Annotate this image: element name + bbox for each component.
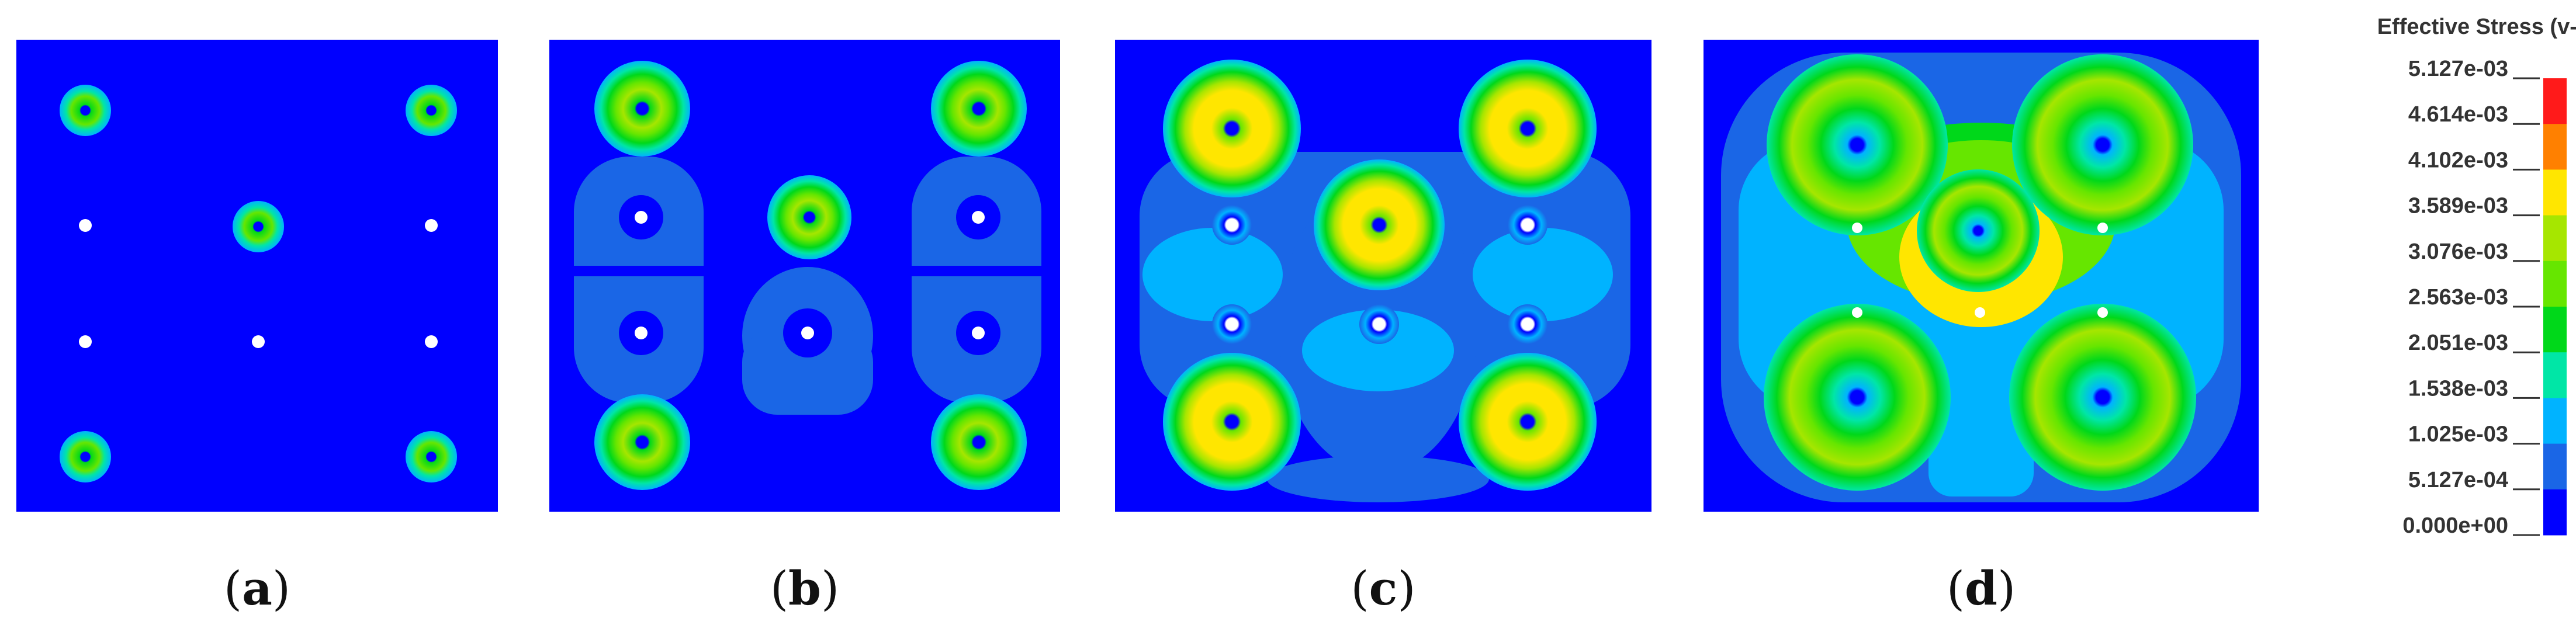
stress-ring	[1459, 353, 1597, 491]
caption-b: (b)	[770, 561, 839, 616]
panel-captions: (a) (b) (c) (d)	[224, 561, 2016, 616]
legend-tick-label: 3.076e-03	[2408, 239, 2508, 264]
legend-tick-marks	[2513, 77, 2540, 536]
caption-a: (a)	[224, 561, 290, 616]
legend-swatch	[2543, 398, 2567, 445]
legend-tick-labels: 5.127e-03 4.614e-03 4.102e-03 3.589e-03 3.07…	[2402, 57, 2508, 538]
colorbar-legend: Effective Stress (v-m) 5.127e-03 4.614e-0…	[2377, 15, 2576, 538]
stress-ring	[60, 85, 111, 136]
stress-ring	[233, 201, 284, 252]
stress-ring	[60, 431, 111, 482]
legend-swatch	[2543, 352, 2567, 398]
panel-c	[1115, 40, 1651, 512]
panel-b-pile-markers	[635, 211, 985, 339]
stress-ring	[931, 61, 1027, 157]
legend-tick-label: 1.025e-03	[2408, 422, 2508, 447]
stress-ring	[406, 431, 457, 482]
panel-d-stress-rings	[1764, 54, 2196, 491]
legend-swatch	[2543, 124, 2567, 170]
legend-tick-label: 2.051e-03	[2408, 331, 2508, 355]
stress-ring	[406, 85, 457, 136]
legend-swatch	[2543, 169, 2567, 216]
stress-ring	[2009, 304, 2196, 491]
pile-marker	[972, 327, 985, 339]
pile-marker	[1852, 223, 1862, 233]
panel-c-mid-stress-zone	[1142, 228, 1613, 391]
pile-marker	[1852, 307, 1862, 318]
pile-marker	[425, 219, 438, 232]
pile-marker	[79, 219, 92, 232]
panel-b-stress-rings	[594, 61, 1027, 490]
stress-ring	[594, 394, 690, 490]
pile-marker	[79, 335, 92, 348]
stress-ring	[1359, 304, 1399, 344]
legend-tick-label: 5.127e-04	[2408, 468, 2508, 492]
stress-ring	[1764, 304, 1951, 491]
stress-ring	[1314, 159, 1445, 290]
stress-ring	[594, 61, 690, 157]
pile-marker	[2097, 223, 2108, 233]
legend-swatch	[2543, 307, 2567, 353]
panel-a-stress-rings	[60, 85, 457, 482]
legend-tick-label: 4.614e-03	[2408, 102, 2508, 127]
legend-swatch	[2543, 215, 2567, 262]
legend-tick-label: 0.000e+00	[2402, 513, 2508, 538]
legend-swatch	[2543, 443, 2567, 490]
pile-marker	[635, 327, 648, 339]
caption-c: (c)	[1351, 561, 1415, 616]
stress-ring	[767, 175, 851, 259]
legend-tick-label: 4.102e-03	[2408, 148, 2508, 172]
stress-ring	[1163, 60, 1301, 197]
legend-tick-label: 3.589e-03	[2408, 194, 2508, 218]
panel-c-stress-rings	[1163, 60, 1597, 491]
stress-ring	[1917, 169, 2040, 292]
legend-tick-label: 2.563e-03	[2408, 285, 2508, 310]
panel-a-pile-markers	[79, 219, 438, 348]
pile-marker	[425, 335, 438, 348]
pile-marker	[1975, 307, 1985, 318]
stress-ring	[1508, 304, 1547, 344]
legend-color-bar	[2543, 78, 2567, 536]
pile-marker	[252, 335, 265, 348]
panel-a	[16, 40, 498, 512]
panel-d-pile-markers	[1852, 223, 2108, 318]
panel-d	[1704, 40, 2259, 512]
legend-tick-label: 1.538e-03	[2408, 376, 2508, 401]
caption-d: (d)	[1947, 561, 2016, 616]
stress-ring	[2012, 54, 2193, 235]
legend-swatch	[2543, 261, 2567, 307]
pile-marker	[801, 327, 814, 339]
stress-ring	[931, 394, 1027, 490]
stress-ring	[1212, 304, 1252, 344]
stress-ring	[1508, 205, 1547, 245]
legend-title: Effective Stress (v-m)	[2377, 15, 2576, 39]
stress-ring	[1767, 54, 1948, 235]
stress-ring	[1212, 205, 1252, 245]
legend-tick-label: 5.127e-03	[2408, 57, 2508, 81]
panel-b	[549, 40, 1060, 512]
stress-ring	[1163, 353, 1301, 491]
legend-swatch	[2543, 489, 2567, 536]
pile-marker	[635, 211, 648, 224]
stress-ring	[1459, 60, 1597, 197]
pile-marker	[2097, 307, 2108, 318]
pile-marker	[972, 211, 985, 224]
legend-swatch	[2543, 78, 2567, 124]
